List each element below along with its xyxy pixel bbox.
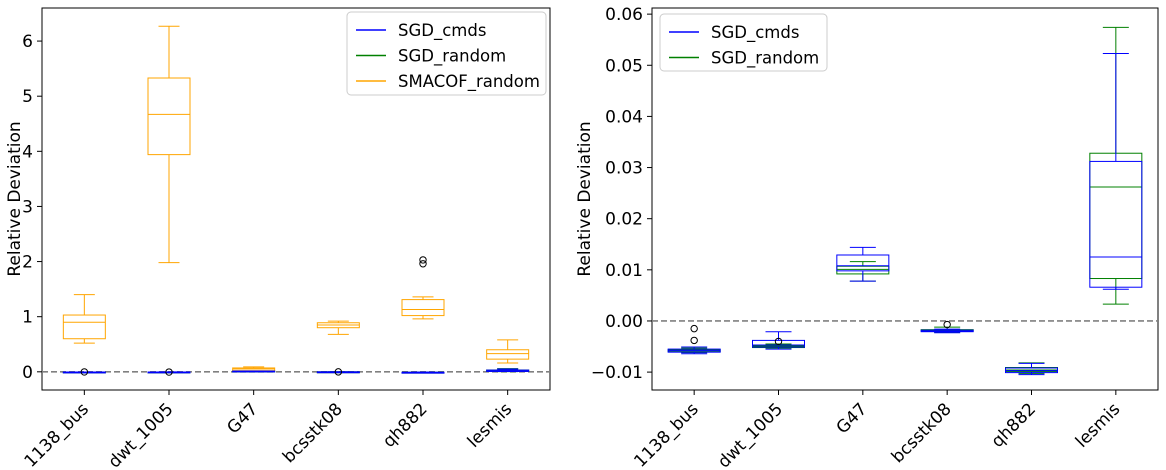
box-bcsstk08: [920, 320, 974, 334]
legend-entry: SGD_cmds: [398, 21, 486, 41]
series-SGD_cmds: [667, 53, 1143, 376]
x-tick-label: qh882: [988, 399, 1040, 451]
y-tick-label: 0: [22, 363, 33, 383]
box-body: [401, 299, 445, 317]
x-tick-label: G47: [833, 399, 872, 438]
box-body: [1089, 160, 1143, 288]
plot-frame: [651, 7, 1159, 391]
outlier-point: [690, 336, 698, 345]
outlier-point: [690, 324, 698, 333]
legend-entry: SGD_random: [711, 49, 819, 69]
y-tick-label: 0.02: [605, 210, 643, 230]
series-SMACOF_random: [62, 25, 530, 372]
y-tick-label: 0.06: [605, 5, 643, 25]
box-qh882: [401, 256, 445, 320]
y-tick-label: 0.05: [605, 56, 643, 76]
box-body: [486, 349, 530, 360]
x-tick-label: qh882: [379, 399, 431, 451]
plot-frame: [41, 7, 551, 391]
legend-frame: [659, 13, 828, 72]
x-tick-label: bcsstk08: [888, 399, 956, 467]
y-tick-label: 3: [22, 197, 33, 217]
y-tick-label: −0.01: [591, 363, 643, 383]
y-axis-label: Relative Deviation: [5, 121, 25, 276]
box-bcsstk08: [316, 368, 360, 376]
y-tick-label: 0.03: [605, 159, 643, 179]
box-lesmis: [486, 339, 530, 364]
box-1138_bus: [667, 324, 721, 355]
x-tick-label: G47: [223, 399, 262, 438]
box-G47: [232, 370, 276, 373]
outlier-point: [80, 368, 89, 376]
outlier-point: [774, 337, 783, 346]
outlier-point: [419, 260, 427, 268]
legend-frame: [346, 11, 547, 96]
legend: SGD_cmds SGD_random: [659, 13, 828, 72]
series-SGD_cmds: [62, 368, 530, 376]
box-qh882: [401, 371, 445, 374]
x-tick-label: bcsstk08: [279, 399, 347, 467]
legend-entry: SMACOF_random: [398, 72, 540, 92]
box-dwt_1005: [147, 368, 191, 376]
box-body: [62, 314, 106, 340]
x-tick-label: 1138_bus: [21, 399, 93, 470]
y-tick-label: 5: [22, 87, 33, 107]
outlier-point: [419, 256, 427, 264]
outlier-point: [943, 320, 951, 329]
chart-1: 0 1 2 3 4 5 6 Relative Deviation 1138_bus dwt_100…: [5, 7, 551, 470]
box-lesmis: [1089, 53, 1143, 290]
box-lesmis: [486, 368, 530, 372]
legend-entry: SGD_cmds: [711, 23, 799, 43]
outlier-point: [334, 368, 343, 376]
outlier-point: [165, 368, 173, 376]
legend: SGD_cmds SGD_random SMACOF_random: [346, 11, 547, 96]
box-dwt_1005: [752, 331, 805, 350]
y-axis-label: Relative Deviation: [575, 121, 595, 276]
y-tick-label: 0.04: [605, 107, 643, 127]
x-tick-label: lesmis: [1072, 399, 1125, 452]
box-1138_bus: [62, 294, 106, 344]
x-tick-label: dwt_1005: [105, 399, 178, 470]
y-tick-label: 0.01: [605, 261, 643, 281]
box-dwt_1005: [147, 25, 191, 264]
y-tick-label: 2: [22, 253, 33, 273]
legend-entry: SGD_random: [398, 47, 506, 67]
box-G47: [836, 246, 890, 282]
x-tick-label: dwt_1005: [714, 399, 787, 470]
box-body: [147, 77, 191, 156]
y-tick-label: 0.00: [605, 312, 643, 332]
box-body: [1089, 152, 1143, 280]
y-tick-label: 1: [22, 308, 33, 328]
box-1138_bus: [62, 368, 106, 376]
x-tick-label: lesmis: [464, 399, 517, 452]
y-tick-label: 4: [22, 142, 33, 162]
box-bcsstk08: [316, 320, 360, 335]
y-tick-label: 6: [22, 32, 33, 52]
chart-2: −0.01 0.00 0.01 0.02 0.03 0.04 0.05 0.06 Relativ…: [575, 5, 1159, 470]
x-tick-label: 1138_bus: [630, 399, 702, 470]
box-qh882: [1005, 362, 1058, 376]
